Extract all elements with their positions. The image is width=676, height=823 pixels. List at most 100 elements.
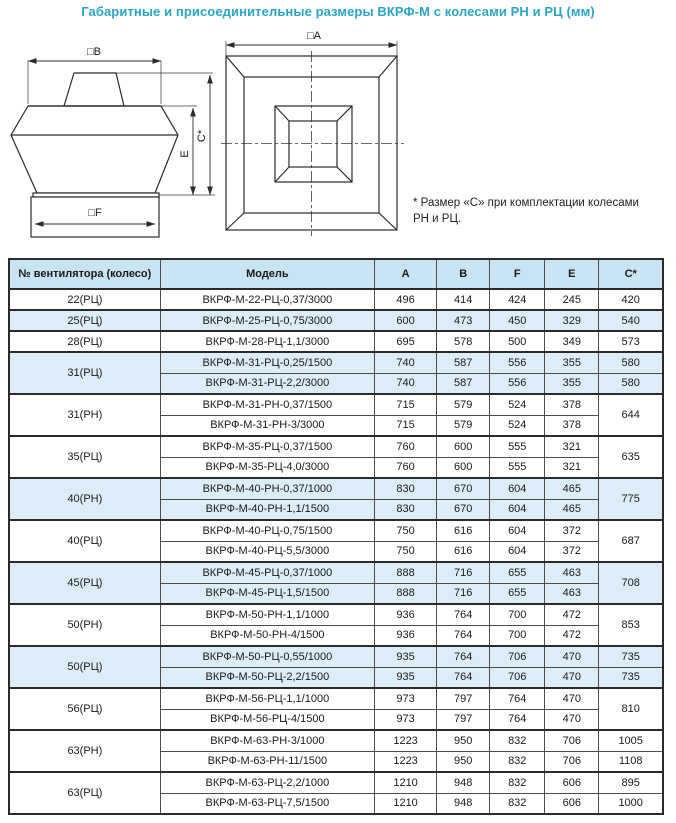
dim-f-cell: 555 bbox=[489, 435, 546, 458]
dim-c-cell: 573 bbox=[598, 330, 664, 353]
dim-e-cell: 463 bbox=[544, 582, 600, 605]
dim-b-cell: 616 bbox=[436, 540, 491, 563]
dim-b-cell: 616 bbox=[436, 519, 491, 542]
dim-a-cell: 715 bbox=[374, 393, 438, 416]
dim-f-cell: 655 bbox=[489, 582, 546, 605]
dim-c-cell: 580 bbox=[598, 351, 664, 374]
dim-e-cell: 355 bbox=[544, 351, 600, 374]
dim-c-cell: 1005 bbox=[598, 729, 664, 752]
dim-a-cell: 600 bbox=[374, 309, 438, 332]
dim-a-cell: 936 bbox=[374, 624, 438, 647]
dim-c-cell: 853 bbox=[598, 603, 664, 647]
dim-f-cell: 832 bbox=[489, 750, 546, 773]
dim-f-cell: 555 bbox=[489, 456, 546, 479]
dim-e-cell: 465 bbox=[544, 477, 600, 500]
dim-f-cell: 604 bbox=[489, 477, 546, 500]
column-header-3: B bbox=[436, 258, 491, 290]
table-row: 56(РЦ) ВКРФ-М-56-РЦ-1,1/1000 973 797 764 470 8… bbox=[8, 687, 664, 731]
dim-e-cell: 706 bbox=[544, 729, 600, 752]
dim-a-cell: 1223 bbox=[374, 750, 438, 773]
dim-a-cell: 496 bbox=[374, 288, 438, 311]
dim-c-cell: 1108 bbox=[598, 750, 664, 773]
dim-b-cell: 797 bbox=[436, 708, 491, 731]
model-cell: ВКРФ-М-63-РЦ-2,2/1000 bbox=[159, 771, 376, 794]
dim-c-cell: 687 bbox=[598, 519, 664, 563]
dim-f-cell: 764 bbox=[489, 687, 546, 710]
dim-a-cell: 935 bbox=[374, 666, 438, 689]
model-cell: ВКРФ-М-25-РЦ-0,75/3000 bbox=[159, 309, 376, 332]
dim-f-cell: 556 bbox=[489, 372, 546, 395]
fan-number-cell: 50(РЦ) bbox=[8, 645, 161, 689]
motor-cap-shape bbox=[63, 72, 125, 107]
table-row: 25(РЦ) ВКРФ-М-25-РЦ-0,75/3000 600 473 450 329… bbox=[8, 309, 664, 332]
model-cell: ВКРФ-М-40-РН-0,37/1000 bbox=[159, 477, 376, 500]
model-cell: ВКРФ-М-45-РЦ-1,5/1500 bbox=[159, 582, 376, 605]
dim-e-cell: 378 bbox=[544, 414, 600, 437]
page-title: Габаритные и присоединительные размеры В… bbox=[81, 4, 595, 19]
footnote-line1: * Размер «С» при комплектации колесами bbox=[413, 197, 639, 209]
dim-c-cell: 895 bbox=[598, 771, 664, 794]
dim-a-cell: 760 bbox=[374, 456, 438, 479]
fan-number-cell: 25(РЦ) bbox=[8, 309, 161, 332]
dimensions-table: № вентилятора (колесо) Модель A B F E C* 22(РЦ… bbox=[8, 258, 664, 815]
table-row: 50(РЦ) ВКРФ-М-50-РЦ-0,55/1000 935 764 706 470… bbox=[8, 645, 664, 689]
dim-c-cell: 735 bbox=[598, 666, 664, 689]
model-cell: ВКРФ-М-35-РЦ-4,0/3000 bbox=[159, 456, 376, 479]
fan-number-cell: 63(РЦ) bbox=[8, 771, 161, 815]
inlet-square-shape bbox=[274, 105, 353, 183]
dim-a-cell: 973 bbox=[374, 708, 438, 731]
dim-a-cell: 740 bbox=[374, 351, 438, 374]
dim-c-cell: 810 bbox=[598, 687, 664, 731]
table-row: ВКРФ-М-63-РЦ-7,5/1500 1210 948 832 606 1000 bbox=[9, 792, 664, 815]
table-row: 63(РЦ) ВКРФ-М-63-РЦ-2,2/1000 1210 948 832 606… bbox=[8, 771, 664, 815]
model-cell: ВКРФ-М-28-РЦ-1,1/3000 bbox=[159, 330, 376, 353]
table-row: ВКРФ-М-45-РЦ-1,5/1500 888 716 655 463 bbox=[9, 582, 663, 605]
table-row: 35(РЦ) ВКРФ-М-35-РЦ-0,37/1500 760 600 555 321… bbox=[8, 435, 664, 479]
dim-f-cell: 764 bbox=[489, 708, 546, 731]
table-row: 40(РЦ) ВКРФ-М-40-РЦ-0,75/1500 750 616 604 372… bbox=[8, 519, 664, 563]
table-row: 28(РЦ) ВКРФ-М-28-РЦ-1,1/3000 695 578 500 349 5… bbox=[8, 330, 664, 353]
dim-e-cell: 378 bbox=[544, 393, 600, 416]
column-header-5: E bbox=[544, 258, 600, 290]
dim-a-cell: 715 bbox=[374, 414, 438, 437]
dim-c-cell: 708 bbox=[598, 561, 664, 605]
column-header-4: F bbox=[489, 258, 546, 290]
table-row: 22(РЦ) ВКРФ-М-22-РЦ-0,37/3000 496 414 424 245… bbox=[8, 288, 664, 311]
dim-b-cell: 764 bbox=[436, 603, 491, 626]
dim-a-cell: 695 bbox=[374, 330, 438, 353]
dim-a-cell: 1210 bbox=[374, 792, 438, 815]
dim-f-cell: 700 bbox=[489, 624, 546, 647]
model-cell: ВКРФ-М-31-РЦ-2,2/3000 bbox=[159, 372, 376, 395]
dim-a-cell: 888 bbox=[374, 582, 438, 605]
dim-f-cell: 832 bbox=[489, 792, 546, 815]
dim-e-cell: 606 bbox=[544, 771, 600, 794]
dim-c-cell: 420 bbox=[598, 288, 664, 311]
model-cell: ВКРФ-М-63-РН-3/1000 bbox=[159, 729, 376, 752]
outer-square-shape bbox=[225, 55, 398, 231]
dim-e-cell: 470 bbox=[544, 708, 600, 731]
fan-top-view-diagram: □A bbox=[221, 30, 404, 236]
dim-b-cell: 600 bbox=[436, 456, 491, 479]
dim-e-cell: 470 bbox=[544, 645, 600, 668]
dim-a-cell: 1210 bbox=[374, 771, 438, 794]
model-cell: ВКРФ-М-56-РЦ-1,1/1000 bbox=[159, 687, 376, 710]
dim-a-cell: 830 bbox=[374, 498, 438, 521]
dim-b-cell: 587 bbox=[436, 351, 491, 374]
dim-e-cell: 606 bbox=[544, 792, 600, 815]
dim-b-cell: 414 bbox=[436, 288, 491, 311]
dim-b-cell: 764 bbox=[436, 645, 491, 668]
dim-e-cell: 465 bbox=[544, 498, 600, 521]
model-cell: ВКРФ-М-31-РЦ-0,25/1500 bbox=[159, 351, 376, 374]
dim-f-cell: 706 bbox=[489, 666, 546, 689]
dim-f-cell: 700 bbox=[489, 603, 546, 626]
model-cell: ВКРФ-М-45-РЦ-0,37/1000 bbox=[159, 561, 376, 584]
dim-a-cell: 760 bbox=[374, 435, 438, 458]
inner-square-shape bbox=[243, 76, 380, 214]
dim-e-cell: 349 bbox=[544, 330, 600, 353]
dim-a-cell: 750 bbox=[374, 540, 438, 563]
dim-a-cell: 973 bbox=[374, 687, 438, 710]
dim-e-cell: 472 bbox=[544, 603, 600, 626]
dim-f-cell: 604 bbox=[489, 519, 546, 542]
fan-number-cell: 40(РЦ) bbox=[8, 519, 161, 563]
dim-e-cell: 706 bbox=[544, 750, 600, 773]
